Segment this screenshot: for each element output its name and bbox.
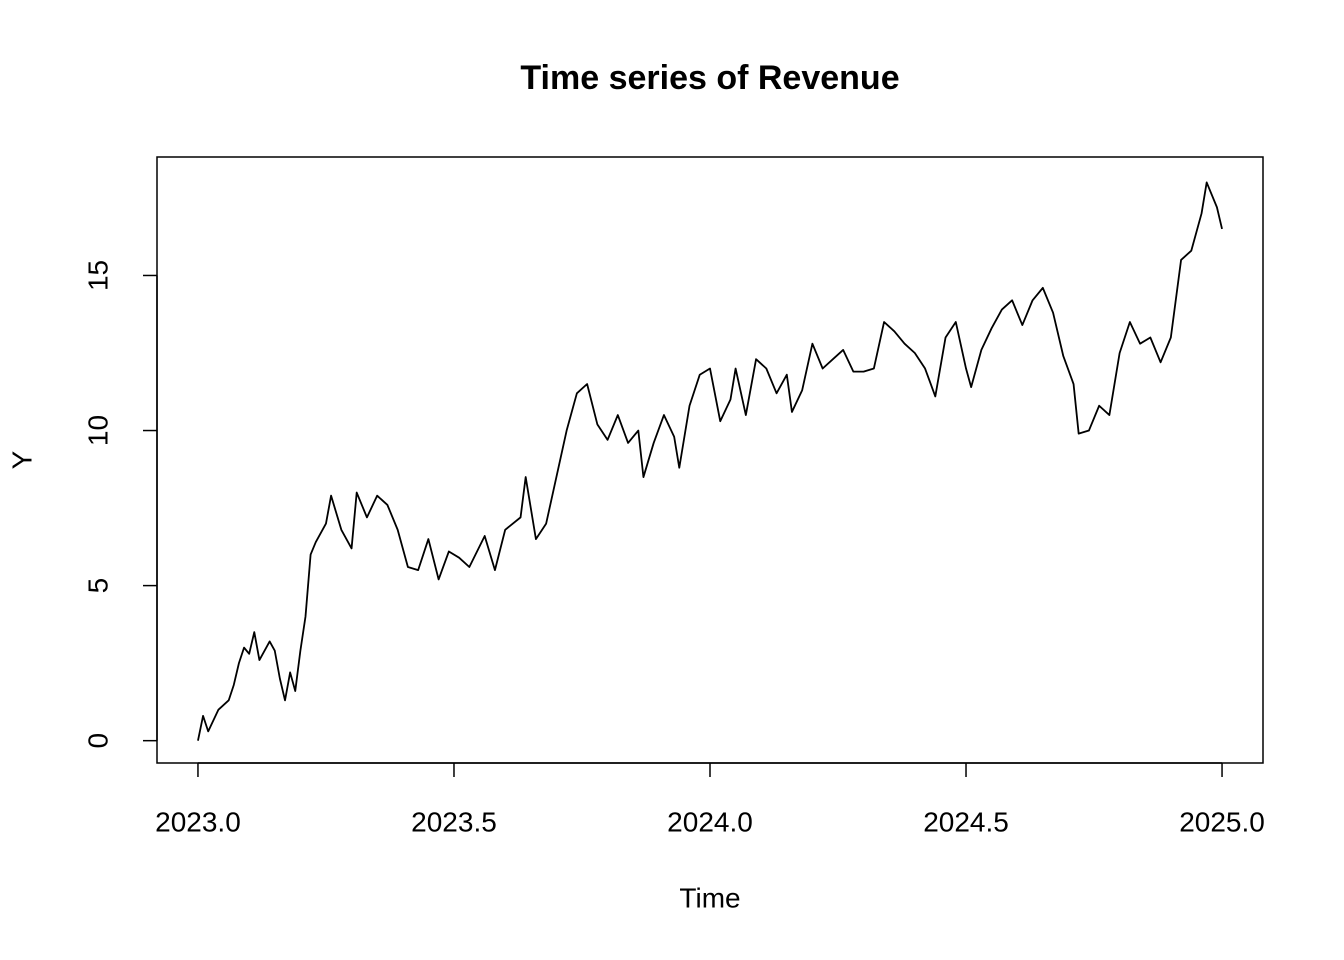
y-axis-label: Y — [6, 450, 37, 469]
x-tick-label: 2024.0 — [667, 806, 753, 837]
y-tick-label: 10 — [82, 415, 113, 446]
plot-box — [156, 156, 1264, 764]
y-tick-label: 15 — [82, 260, 113, 291]
x-tick-label: 2025.0 — [1179, 806, 1265, 837]
x-axis-label: Time — [679, 882, 740, 913]
y-tick-label: 5 — [82, 578, 113, 594]
chart-title: Time series of Revenue — [520, 59, 899, 97]
x-tick-label: 2023.0 — [155, 806, 241, 837]
y-tick-label: 0 — [82, 733, 113, 749]
x-tick-label: 2023.5 — [411, 806, 497, 837]
x-tick-label: 2024.5 — [923, 806, 1009, 837]
series-line — [197, 181, 1223, 741]
